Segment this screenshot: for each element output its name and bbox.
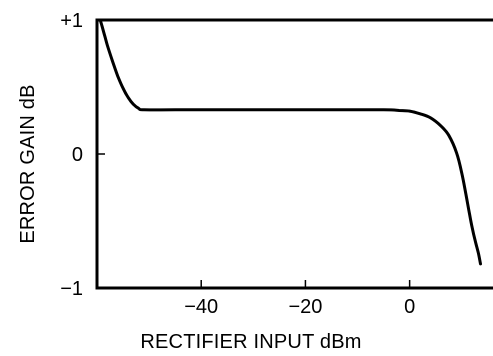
x-tick-label: −20: [288, 296, 322, 318]
y-tick-label: +1: [60, 10, 83, 32]
x-tick-label: 0: [404, 296, 415, 318]
series-group: [99, 19, 482, 266]
y-tick-label: −1: [60, 278, 83, 300]
plot-frame: [95, 18, 493, 290]
y-tick-label: 0: [72, 144, 83, 166]
plot-frame-border: [95, 18, 493, 290]
axis-tick-labels: −40 −20 0 +1 0 −1: [60, 10, 415, 318]
series-line: [99, 19, 482, 266]
y-axis-title: ERROR GAIN dB: [17, 84, 39, 243]
x-axis-title: RECTIFIER INPUT dBm: [140, 331, 361, 353]
x-tick-label: −40: [184, 296, 218, 318]
axis-ticks: [97, 153, 411, 288]
